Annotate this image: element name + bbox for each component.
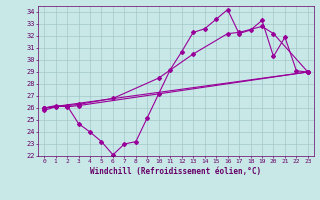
X-axis label: Windchill (Refroidissement éolien,°C): Windchill (Refroidissement éolien,°C) [91,167,261,176]
